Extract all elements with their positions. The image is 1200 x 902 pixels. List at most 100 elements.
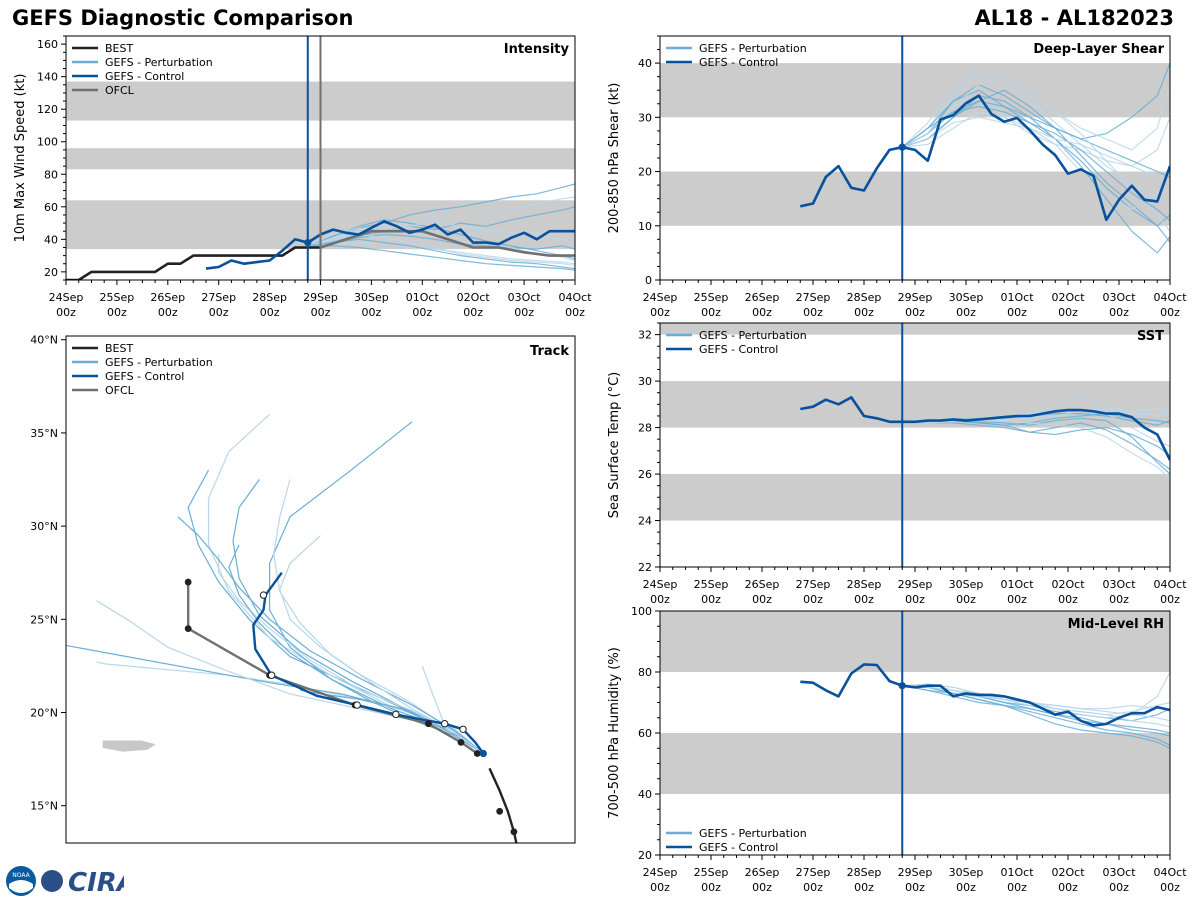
control-track-point bbox=[353, 701, 361, 709]
legend-label: GEFS - Control bbox=[699, 841, 778, 854]
x-tick-day: 27Sep bbox=[796, 578, 831, 591]
y-tick-label: 40 bbox=[44, 233, 58, 246]
x-tick-day: 29Sep bbox=[303, 291, 338, 304]
lat-tick-label: 40°N bbox=[30, 334, 58, 347]
y-tick-label: 80 bbox=[44, 168, 58, 181]
x-tick-hour: 00z bbox=[905, 593, 925, 606]
y-tick-label: 0 bbox=[645, 274, 652, 287]
x-tick-hour: 00z bbox=[905, 306, 925, 319]
ofcl-track-point bbox=[184, 578, 192, 586]
x-tick-hour: 00z bbox=[514, 306, 534, 319]
plot-frame bbox=[659, 322, 1171, 568]
y-tick-label: 30 bbox=[638, 375, 652, 388]
x-tick-hour: 00z bbox=[1058, 593, 1078, 606]
x-tick-day: 04Oct bbox=[558, 291, 592, 304]
chart-intensity: 20 40 60 80 100 120 140 160 24Sep 00z 25Sep 00z 26Se… bbox=[13, 35, 592, 319]
storm-id-title: AL18 - AL182023 bbox=[974, 6, 1175, 30]
x-tick-hour: 00z bbox=[1058, 306, 1078, 319]
y-tick-label: 60 bbox=[44, 201, 58, 214]
chart-rh: 20 40 60 80 100 24Sep 00z 25Sep 00z 26Sep 00z 27Sep… bbox=[607, 605, 1187, 894]
y-tick-label: 60 bbox=[638, 727, 652, 740]
plot-area bbox=[800, 62, 1170, 254]
shaded-band bbox=[660, 474, 1170, 521]
shaded-band bbox=[660, 381, 1170, 428]
x-tick-day: 28Sep bbox=[252, 291, 287, 304]
perturbation-member-line bbox=[902, 410, 1170, 447]
y-tick-label: 140 bbox=[37, 71, 58, 84]
legend-label: OFCL bbox=[105, 84, 135, 97]
control-init-point bbox=[479, 749, 487, 758]
control-series-line bbox=[205, 220, 575, 270]
x-tick-hour: 00z bbox=[752, 881, 772, 894]
control-track-point bbox=[440, 720, 449, 728]
y-tick-label: 20 bbox=[638, 166, 652, 179]
x-tick-hour: 00z bbox=[956, 881, 976, 894]
x-tick-hour: 00z bbox=[650, 306, 670, 319]
control-track-point bbox=[267, 671, 276, 679]
legend-label: GEFS - Perturbation bbox=[699, 42, 807, 55]
x-tick-day: 25Sep bbox=[100, 291, 135, 304]
y-tick-label: 22 bbox=[638, 561, 652, 574]
x-tick-day: 03Oct bbox=[508, 291, 542, 304]
x-tick-day: 01Oct bbox=[1000, 866, 1034, 879]
x-tick-day: 02Oct bbox=[457, 291, 491, 304]
x-tick-day: 26Sep bbox=[745, 866, 780, 879]
x-tick-hour: 00z bbox=[752, 593, 772, 606]
x-tick-hour: 00z bbox=[803, 881, 823, 894]
x-tick-day: 26Sep bbox=[745, 291, 780, 304]
lat-tick-label: 25°N bbox=[30, 613, 58, 626]
legend-label: OFCL bbox=[105, 384, 135, 397]
best-track-point bbox=[510, 828, 518, 836]
x-tick-day: 25Sep bbox=[694, 291, 729, 304]
x-tick-hour: 00z bbox=[854, 881, 874, 894]
perturbation-track-line bbox=[232, 479, 484, 754]
control-series-line bbox=[800, 663, 1170, 727]
perturbation-member-line bbox=[901, 73, 1170, 205]
legend-label: GEFS - Perturbation bbox=[105, 56, 213, 69]
x-tick-hour: 00z bbox=[1007, 593, 1027, 606]
chart-sst: 22 24 26 28 30 32 24Sep 00z 25Sep 00z 26Sep 00z 27Se… bbox=[607, 322, 1187, 606]
x-tick-day: 01Oct bbox=[406, 291, 440, 304]
x-tick-hour: 00z bbox=[56, 306, 76, 319]
ofcl-track-point bbox=[473, 750, 481, 757]
x-tick-hour: 00z bbox=[956, 306, 976, 319]
x-tick-day: 04Oct bbox=[1153, 578, 1187, 591]
y-tick-label: 10 bbox=[638, 220, 652, 233]
control-track-point bbox=[259, 591, 268, 599]
noaa-logo-wave bbox=[9, 880, 33, 893]
y-tick-label: 28 bbox=[638, 422, 652, 435]
x-tick-day: 24Sep bbox=[49, 291, 84, 304]
control-series-line bbox=[800, 94, 1170, 222]
lat-tick-label: 15°N bbox=[30, 800, 58, 813]
x-tick-day: 27Sep bbox=[201, 291, 236, 304]
x-tick-hour: 00z bbox=[650, 593, 670, 606]
x-tick-day: 01Oct bbox=[1000, 578, 1034, 591]
lat-tick-label: 35°N bbox=[30, 427, 58, 440]
x-tick-hour: 00z bbox=[1058, 881, 1078, 894]
control-init-marker bbox=[898, 143, 906, 151]
y-tick-label: 120 bbox=[37, 103, 58, 116]
legend-label: GEFS - Perturbation bbox=[699, 329, 807, 342]
page-title: GEFS Diagnostic Comparison bbox=[12, 6, 354, 30]
x-tick-day: 03Oct bbox=[1102, 291, 1136, 304]
legend-label: GEFS - Control bbox=[105, 370, 184, 383]
x-tick-hour: 00z bbox=[260, 306, 280, 319]
map-area bbox=[66, 413, 518, 843]
x-tick-hour: 00z bbox=[158, 306, 178, 319]
logos: NOAA CIRA bbox=[4, 864, 137, 902]
perturbation-member-line bbox=[902, 420, 1170, 480]
perturbation-track-line bbox=[96, 600, 484, 754]
map-frame bbox=[65, 335, 576, 844]
x-tick-day: 28Sep bbox=[847, 866, 882, 879]
shaded-band bbox=[660, 323, 1170, 335]
x-tick-hour: 00z bbox=[362, 306, 382, 319]
best-track-line bbox=[488, 767, 518, 843]
lat-tick-label: 30°N bbox=[30, 520, 58, 533]
x-tick-day: 24Sep bbox=[643, 291, 678, 304]
control-series-line bbox=[800, 396, 1170, 461]
chart-title: Mid-Level RH bbox=[1068, 617, 1164, 632]
x-tick-hour: 00z bbox=[463, 306, 483, 319]
x-tick-hour: 00z bbox=[701, 306, 721, 319]
y-tick-label: 30 bbox=[638, 111, 652, 124]
